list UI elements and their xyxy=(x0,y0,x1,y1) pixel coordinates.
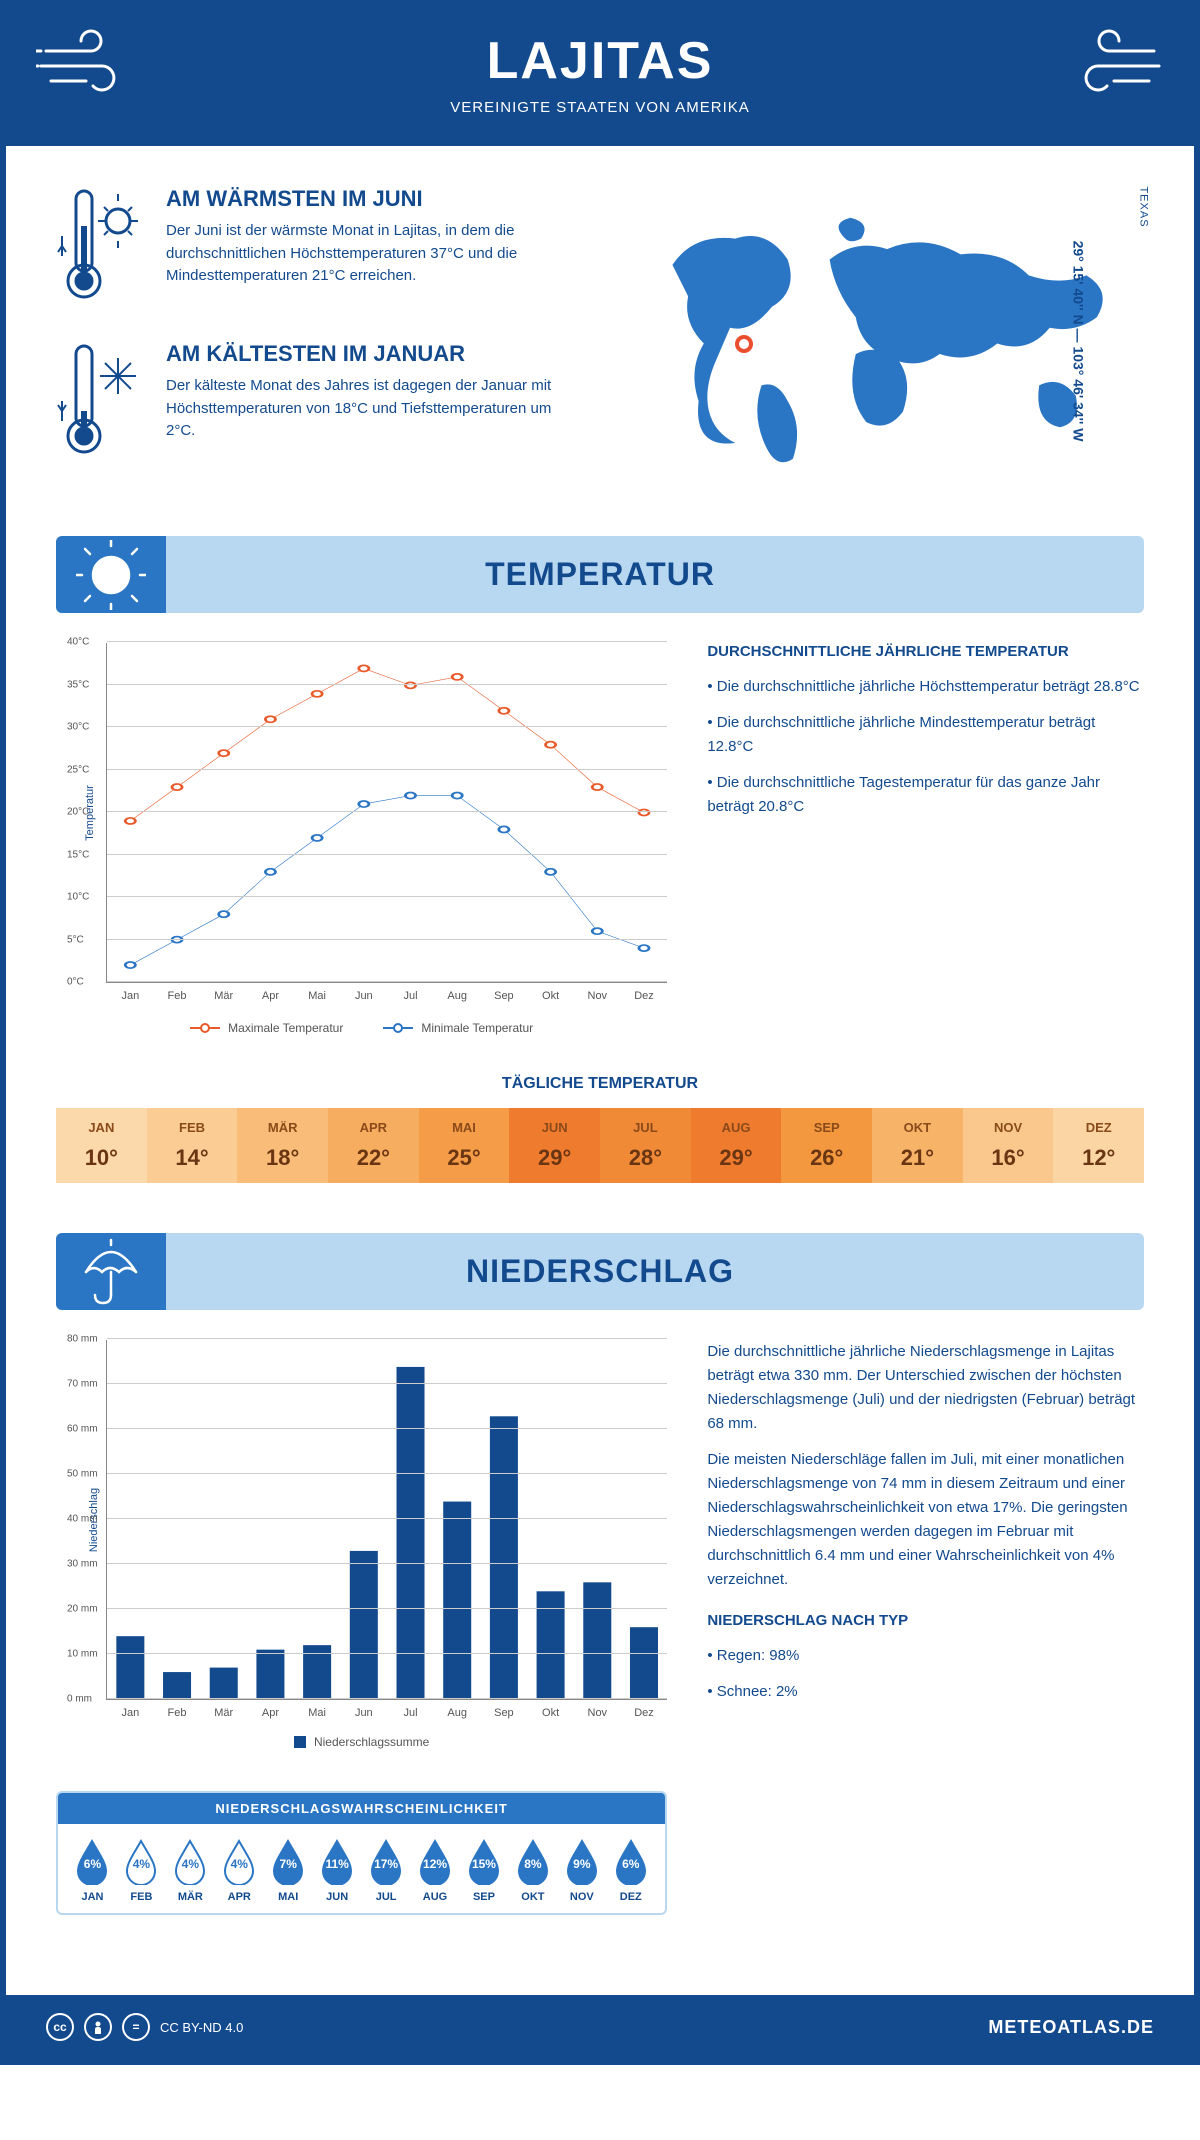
site-label: METEOATLAS.DE xyxy=(988,2017,1154,2038)
warmest-text: Der Juni ist der wärmste Monat in Lajita… xyxy=(166,220,580,288)
daily-temp-cell: FEB14° xyxy=(147,1108,238,1183)
coldest-block: AM KÄLTESTEN IM JANUAR Der kälteste Mona… xyxy=(56,341,580,466)
prob-cell: 8% OKT xyxy=(508,1839,557,1903)
warmest-title: AM WÄRMSTEN IM JUNI xyxy=(166,186,580,212)
wind-icon xyxy=(1064,26,1164,106)
temperature-section-header: TEMPERATUR xyxy=(56,536,1144,613)
prob-cell: 17% JUL xyxy=(362,1839,411,1903)
daily-temp-cell: MÄR18° xyxy=(237,1108,328,1183)
daily-temp-cell: JUL28° xyxy=(600,1108,691,1183)
precip-by-type-title: NIEDERSCHLAG NACH TYP xyxy=(707,1612,1144,1629)
thermometer-hot-icon xyxy=(56,186,146,311)
prob-title: NIEDERSCHLAGSWAHRSCHEINLICHKEIT xyxy=(58,1793,665,1824)
daily-temp-cell: JAN10° xyxy=(56,1108,147,1183)
temp-stats-title: DURCHSCHNITTLICHE JÄHRLICHE TEMPERATUR xyxy=(707,643,1144,660)
daily-temp-cell: APR22° xyxy=(328,1108,419,1183)
license-label: CC BY-ND 4.0 xyxy=(160,2020,243,2035)
daily-temp-cell: MAI25° xyxy=(419,1108,510,1183)
region-label: TEXAS xyxy=(1137,186,1149,227)
prob-cell: 4% MÄR xyxy=(166,1839,215,1903)
prob-cell: 9% NOV xyxy=(557,1839,606,1903)
temperature-heading: TEMPERATUR xyxy=(76,556,1124,593)
temp-stat-item: Die durchschnittliche jährliche Mindestt… xyxy=(707,711,1144,759)
nd-icon: = xyxy=(122,2013,150,2041)
prob-cell: 4% FEB xyxy=(117,1839,166,1903)
precip-text-2: Die meisten Niederschläge fallen im Juli… xyxy=(707,1448,1144,1592)
daily-temp-cell: JUN29° xyxy=(509,1108,600,1183)
page-subtitle: VEREINIGTE STAATEN VON AMERIKA xyxy=(26,99,1174,116)
daily-temp-cell: NOV16° xyxy=(963,1108,1054,1183)
thermometer-cold-icon xyxy=(56,341,146,466)
temp-stat-item: Die durchschnittliche Tagestemperatur fü… xyxy=(707,771,1144,819)
infographic-container: LAJITAS VEREINIGTE STAATEN VON AMERIKA xyxy=(0,0,1200,2065)
prob-cell: 12% AUG xyxy=(411,1839,460,1903)
legend-item: .legend-swatch[style*='#e85a2a']::before… xyxy=(190,1021,343,1035)
legend-item: .legend-swatch[style*='#2a76c4']::before… xyxy=(383,1021,533,1035)
daily-temp-cell: OKT21° xyxy=(872,1108,963,1183)
precip-legend-label: Niederschlagssumme xyxy=(314,1735,429,1749)
intro-row: AM WÄRMSTEN IM JUNI Der Juni ist der wär… xyxy=(56,186,1144,496)
precip-probability-box: NIEDERSCHLAGSWAHRSCHEINLICHKEIT 6% JAN 4… xyxy=(56,1791,667,1915)
by-type-item: Schnee: 2% xyxy=(707,1680,1144,1704)
coords-label: 29° 15' 40'' N — 103° 46' 34'' W xyxy=(1071,241,1087,442)
daily-temp-cell: DEZ12° xyxy=(1053,1108,1144,1183)
world-map xyxy=(620,202,1144,479)
precip-section-header: NIEDERSCHLAG xyxy=(56,1233,1144,1310)
prob-cell: 11% JUN xyxy=(313,1839,362,1903)
page-title: LAJITAS xyxy=(26,31,1174,91)
precip-by-type-list: Regen: 98% Schnee: 2% xyxy=(707,1644,1144,1704)
daily-temp-cell: AUG29° xyxy=(691,1108,782,1183)
prob-cell: 15% SEP xyxy=(460,1839,509,1903)
coldest-title: AM KÄLTESTEN IM JANUAR xyxy=(166,341,580,367)
by-icon xyxy=(84,2013,112,2041)
temp-stat-item: Die durchschnittliche jährliche Höchstte… xyxy=(707,675,1144,699)
temp-chart-legend: .legend-swatch[style*='#e85a2a']::before… xyxy=(56,1018,667,1035)
umbrella-icon xyxy=(56,1233,166,1310)
header: LAJITAS VEREINIGTE STAATEN VON AMERIKA xyxy=(6,6,1194,146)
prob-cell: 7% MAI xyxy=(264,1839,313,1903)
daily-temp-title: TÄGLICHE TEMPERATUR xyxy=(56,1075,1144,1093)
by-type-item: Regen: 98% xyxy=(707,1644,1144,1668)
wind-icon xyxy=(36,26,136,106)
temp-stats-list: Die durchschnittliche jährliche Höchstte… xyxy=(707,675,1144,819)
precip-text-1: Die durchschnittliche jährliche Niedersc… xyxy=(707,1340,1144,1436)
sun-icon xyxy=(56,536,166,613)
daily-temp-cell: SEP26° xyxy=(781,1108,872,1183)
coldest-text: Der kälteste Monat des Jahres ist dagege… xyxy=(166,375,580,443)
prob-cell: 6% DEZ xyxy=(606,1839,655,1903)
prob-cell: 4% APR xyxy=(215,1839,264,1903)
daily-temp-strip: JAN10°FEB14°MÄR18°APR22°MAI25°JUN29°JUL2… xyxy=(56,1108,1144,1183)
cc-icon: cc xyxy=(46,2013,74,2041)
prob-cell: 6% JAN xyxy=(68,1839,117,1903)
precip-bar-chart: Niederschlag 0 mm10 mm20 mm30 mm40 mm50 … xyxy=(106,1340,667,1700)
precip-chart-legend: Niederschlagssumme xyxy=(56,1735,667,1751)
precip-heading: NIEDERSCHLAG xyxy=(76,1253,1124,1290)
warmest-block: AM WÄRMSTEN IM JUNI Der Juni ist der wär… xyxy=(56,186,580,311)
footer: cc = CC BY-ND 4.0 METEOATLAS.DE xyxy=(6,1995,1194,2059)
temperature-line-chart: Temperatur 0°C5°C10°C15°C20°C25°C30°C35°… xyxy=(106,643,667,983)
